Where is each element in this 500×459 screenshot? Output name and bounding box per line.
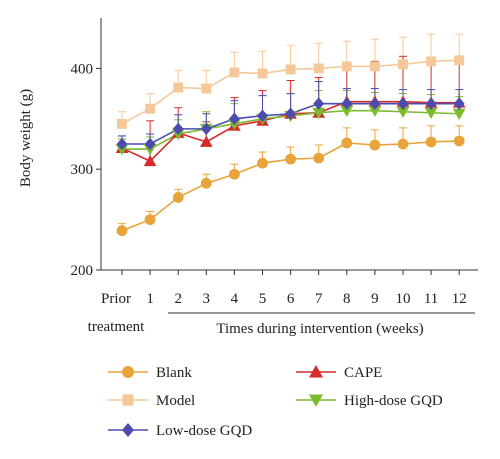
x-tick-label: 6 (287, 291, 295, 307)
data-point (452, 108, 466, 121)
data-point (396, 106, 410, 119)
x-axis-label: Times during intervention (weeks) (216, 321, 423, 337)
data-point (397, 138, 409, 150)
data-point (425, 136, 437, 148)
data-point (201, 83, 212, 94)
data-point (313, 152, 325, 164)
x-tick-label: 2 (174, 291, 182, 307)
y-tick-label: 200 (71, 263, 94, 279)
legend-label: Low-dose GQD (156, 423, 252, 439)
data-point (369, 61, 380, 72)
legend-label: Model (156, 393, 195, 409)
data-point (341, 97, 353, 110)
data-point (144, 214, 156, 226)
data-point (368, 105, 382, 118)
data-point (340, 105, 354, 118)
legend-swatch-marker (309, 394, 323, 407)
y-tick-label: 400 (71, 61, 94, 77)
x-ticks: Prior 1 2 3 4 5 6 7 8 9 10 11 12 (101, 270, 467, 307)
data-point (145, 103, 156, 114)
legend-label: High-dose GQD (344, 393, 443, 409)
series-markers (115, 55, 466, 237)
data-point (229, 168, 240, 180)
data-point (285, 107, 296, 121)
data-point (341, 61, 352, 72)
data-point (453, 97, 465, 110)
data-point (285, 153, 296, 165)
data-point (397, 97, 409, 110)
x-tick-label: 11 (424, 291, 438, 307)
data-point (257, 109, 268, 123)
x-tick-label: Prior (101, 291, 131, 307)
data-point (398, 59, 408, 70)
legend-swatch-marker (122, 394, 134, 406)
data-point (426, 56, 437, 67)
data-point (229, 67, 240, 78)
data-point (200, 177, 212, 189)
data-point (116, 225, 128, 237)
data-point (453, 135, 465, 147)
data-point (117, 118, 127, 129)
data-point (285, 64, 296, 75)
legend-swatch-marker (122, 423, 134, 437)
y-ticks: 200 300 400 (71, 61, 101, 279)
x-tick-label: 7 (315, 291, 323, 307)
data-point (454, 55, 465, 66)
data-point (313, 97, 325, 110)
legend-swatch-marker (309, 365, 323, 378)
data-point (425, 97, 437, 110)
data-point (143, 154, 157, 167)
legend-label: CAPE (344, 365, 382, 381)
data-point (313, 63, 324, 74)
x-tick-label: 12 (452, 291, 467, 307)
data-point (229, 112, 240, 126)
data-point (116, 137, 128, 151)
x-tick-label: 1 (146, 291, 154, 307)
y-tick-label: 300 (71, 162, 94, 178)
x-tick-label: 8 (343, 291, 351, 307)
data-point (257, 68, 268, 79)
data-point (200, 135, 213, 147)
axes (100, 18, 478, 271)
data-point (172, 122, 184, 136)
x-tick-label: 5 (259, 291, 267, 307)
y-axis-label: Body weight (g) (18, 89, 34, 187)
data-point (341, 137, 353, 149)
x-category-sublabel: treatment (88, 319, 145, 335)
legend-label: Blank (156, 365, 192, 381)
data-point (369, 139, 381, 151)
legend-swatch-marker (122, 366, 134, 378)
data-point (369, 97, 381, 110)
x-tick-label: 9 (371, 291, 379, 307)
x-tick-label: 3 (203, 291, 211, 307)
x-tick-label: 4 (231, 291, 239, 307)
x-tick-label: 10 (396, 291, 411, 307)
data-point (144, 137, 156, 151)
data-point (257, 157, 268, 169)
legend: Blank CAPE Model High-dose GQD Low-dose GQD (108, 365, 443, 439)
data-point (200, 122, 212, 136)
data-point (172, 192, 184, 203)
data-point (173, 82, 184, 93)
data-point (312, 107, 325, 120)
data-point (424, 107, 438, 120)
